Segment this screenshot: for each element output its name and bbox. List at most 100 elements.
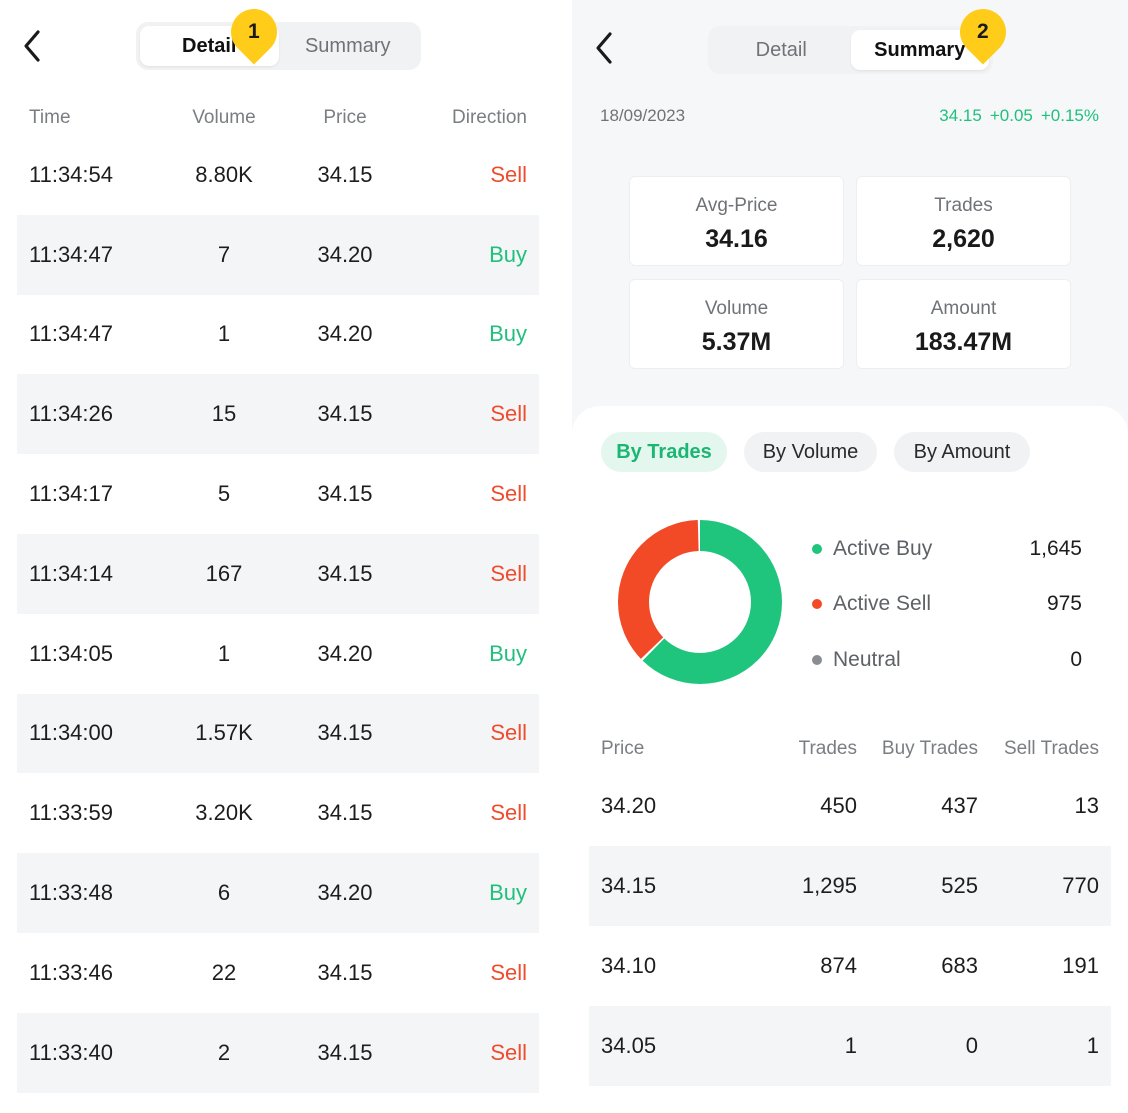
table-row[interactable]: 11:34:54 8.80K 34.15 Sell (17, 135, 539, 215)
view-segmented-control: Detail Summary (708, 26, 993, 74)
cell-volume: 22 (211, 959, 237, 985)
stat-label: Trades (934, 195, 993, 216)
cell-direction: Sell (490, 800, 527, 826)
table-row: 34.10 874 683 191 (589, 926, 1111, 1006)
legend-active-sell: Active Sell 975 (812, 589, 1082, 619)
chip-by-volume[interactable]: By Volume (744, 432, 877, 472)
cell-trades: 874 (820, 953, 857, 978)
table-row[interactable]: 11:33:40 2 34.15 Sell (17, 1012, 539, 1093)
column-header-volume: Volume (192, 107, 256, 128)
trades-donut-chart (618, 520, 782, 684)
table-row[interactable]: 11:34:00 1.57K 34.15 Sell (17, 693, 539, 774)
back-arrow-icon[interactable] (16, 26, 50, 66)
cell-price: 34.15 (317, 161, 373, 187)
cell-time: 11:33:40 (29, 1039, 114, 1065)
back-arrow-icon[interactable] (588, 28, 622, 68)
cell-volume: 3.20K (195, 800, 253, 826)
cell-buy-trades: 0 (965, 1033, 978, 1058)
cell-price: 34.20 (317, 640, 373, 666)
cell-price: 34.15 (601, 873, 657, 898)
cell-trades: 450 (820, 793, 857, 818)
cell-sell-trades: 191 (1062, 953, 1099, 978)
legend-value: 0 (1070, 648, 1082, 671)
cell-price: 34.15 (317, 481, 373, 507)
cell-price: 34.15 (317, 560, 373, 586)
cell-price: 34.05 (601, 1033, 657, 1058)
cell-direction: Buy (489, 321, 527, 347)
cell-trades: 1 (844, 1033, 857, 1058)
cell-volume: 2 (217, 1039, 231, 1065)
table-row: 34.05 1 0 1 (589, 1006, 1111, 1086)
table-row[interactable]: 11:34:17 5 34.15 Sell (17, 454, 539, 534)
legend-active-buy: Active Buy 1,645 (812, 534, 1082, 564)
quote-price: 34.15 (939, 106, 982, 125)
cell-price: 34.20 (317, 241, 373, 267)
table-row: 34.15 1,295 525 770 (589, 846, 1111, 926)
cell-price: 34.20 (601, 793, 657, 818)
summary-screen: Detail Summary 2 18/09/2023 34.15 +0.05 … (572, 0, 1128, 1113)
table-row[interactable]: 11:34:14 167 34.15 Sell (17, 533, 539, 614)
table-row[interactable]: 11:34:26 15 34.15 Sell (17, 374, 539, 455)
column-header-direction: Direction (452, 107, 527, 128)
gray-dot-icon (812, 655, 822, 665)
stat-card-amount: Amount 183.47M (856, 279, 1071, 369)
cell-sell-trades: 13 (1074, 793, 1099, 818)
cell-trades: 1,295 (801, 873, 857, 898)
cell-time: 11:34:00 (29, 720, 114, 746)
cell-price: 34.20 (317, 321, 373, 347)
legend-label: Active Buy (833, 537, 933, 560)
table-row[interactable]: 11:33:46 22 34.15 Sell (17, 933, 539, 1013)
table-row[interactable]: 11:33:48 6 34.20 Buy (17, 853, 539, 933)
stat-card-volume: Volume 5.37M (629, 279, 844, 369)
cell-volume: 8.80K (195, 161, 253, 187)
cell-price: 34.15 (317, 800, 373, 826)
table-row[interactable]: 11:34:47 7 34.20 Buy (17, 214, 539, 295)
green-dot-icon (812, 544, 822, 554)
distribution-sheet: By Trades By Volume By Amount Active Buy… (572, 406, 1128, 1113)
cell-time: 11:34:17 (29, 481, 114, 507)
cell-direction: Sell (490, 959, 527, 985)
legend-label: Active Sell (833, 592, 932, 615)
chip-by-amount[interactable]: By Amount (894, 432, 1030, 472)
cell-price: 34.15 (317, 401, 373, 427)
stat-value: 5.37M (701, 328, 772, 356)
cell-volume: 1.57K (195, 720, 253, 746)
donut-slice-active-sell (618, 520, 782, 684)
cell-time: 11:33:48 (29, 880, 114, 906)
chip-by-trades[interactable]: By Trades (601, 432, 727, 472)
stat-card-avg-price: Avg-Price 34.16 (629, 176, 844, 266)
stat-label: Avg-Price (695, 195, 778, 216)
column-header-price: Price (323, 107, 367, 128)
quote-change: +0.05 (989, 106, 1033, 125)
column-header-sell-trades: Sell Trades (1003, 738, 1099, 759)
stat-value: 183.47M (914, 328, 1013, 356)
cell-price: 34.10 (601, 953, 657, 978)
trade-date: 18/09/2023 (600, 106, 686, 125)
cell-direction: Buy (489, 880, 527, 906)
cell-time: 11:33:46 (29, 959, 114, 985)
cell-direction: Sell (490, 560, 527, 586)
cell-buy-trades: 437 (941, 793, 978, 818)
cell-volume: 5 (217, 481, 231, 507)
table-row[interactable]: 11:34:05 1 34.20 Buy (17, 614, 539, 694)
cell-time: 11:33:59 (29, 800, 114, 826)
cell-buy-trades: 525 (941, 873, 978, 898)
legend-neutral: Neutral 0 (812, 645, 1082, 675)
table-row[interactable]: 11:34:47 1 34.20 Buy (17, 295, 539, 375)
cell-direction: Buy (489, 640, 527, 666)
tab-summary[interactable]: Summary (850, 30, 989, 70)
cell-volume: 7 (217, 241, 231, 267)
stat-card-trades: Trades 2,620 (856, 176, 1071, 266)
column-header-buy-trades: Buy Trades (881, 738, 978, 759)
cell-price: 34.20 (317, 880, 373, 906)
tab-summary[interactable]: Summary (304, 34, 391, 57)
table-row[interactable]: 11:33:59 3.20K 34.15 Sell (17, 773, 539, 853)
quote-summary: 34.15 +0.05 +0.15% (939, 106, 1099, 126)
cell-volume: 6 (217, 880, 231, 906)
column-header-trades: Trades (798, 738, 857, 759)
cell-time: 11:34:05 (29, 640, 114, 666)
tab-detail[interactable]: Detail (755, 38, 807, 61)
table-row: 34.20 450 437 13 (589, 766, 1111, 846)
cell-time: 11:34:47 (29, 321, 114, 347)
cell-time: 11:34:54 (29, 161, 114, 187)
